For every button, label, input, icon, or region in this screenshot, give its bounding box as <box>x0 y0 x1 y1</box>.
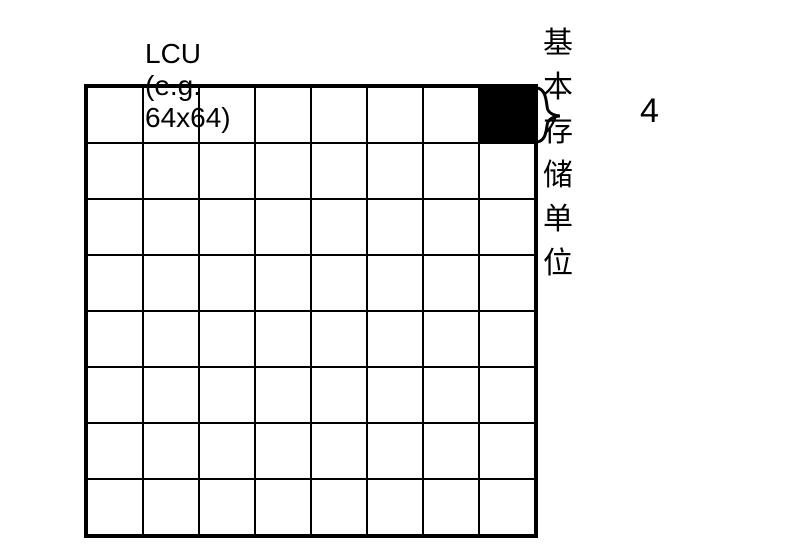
grid-cell <box>479 87 535 143</box>
grid-cell <box>367 423 423 479</box>
grid-cell <box>367 367 423 423</box>
grid-cell <box>143 367 199 423</box>
grid-cell <box>423 255 479 311</box>
grid-cell <box>479 199 535 255</box>
size-label: 4 <box>640 92 659 131</box>
grid-row <box>87 423 535 479</box>
grid-cell <box>87 423 143 479</box>
grid-cell <box>143 199 199 255</box>
grid-cell <box>311 143 367 199</box>
grid-cell <box>255 255 311 311</box>
grid-cell <box>367 479 423 535</box>
grid-row <box>87 311 535 367</box>
grid-row <box>87 143 535 199</box>
grid-cell <box>255 479 311 535</box>
grid-cell <box>423 423 479 479</box>
grid-cell <box>255 199 311 255</box>
annotation-label: 基本存储单位 <box>543 18 573 282</box>
grid-cell <box>479 423 535 479</box>
grid-row <box>87 87 535 143</box>
grid-cell <box>311 423 367 479</box>
grid-cell <box>311 479 367 535</box>
grid-cell <box>143 423 199 479</box>
grid-row <box>87 367 535 423</box>
grid-cell <box>143 479 199 535</box>
grid-cell <box>367 143 423 199</box>
grid-cell <box>255 87 311 143</box>
grid-cell <box>423 143 479 199</box>
grid-cell <box>479 311 535 367</box>
grid-cell <box>87 479 143 535</box>
grid-cell <box>311 199 367 255</box>
grid-cell <box>479 255 535 311</box>
grid-cell <box>423 367 479 423</box>
grid-cell <box>199 423 255 479</box>
grid-cell <box>255 143 311 199</box>
grid-cell <box>87 311 143 367</box>
grid-cell <box>143 143 199 199</box>
grid-cell <box>143 255 199 311</box>
grid-cell <box>423 311 479 367</box>
grid-cell <box>423 87 479 143</box>
grid-cell <box>199 479 255 535</box>
grid-row <box>87 255 535 311</box>
grid-cell <box>479 367 535 423</box>
grid-cell <box>311 87 367 143</box>
grid-cell <box>199 311 255 367</box>
grid-cell <box>311 255 367 311</box>
grid-cell <box>367 311 423 367</box>
grid-cell <box>423 199 479 255</box>
grid-cell <box>367 199 423 255</box>
grid-cell <box>311 311 367 367</box>
grid-cell <box>199 143 255 199</box>
grid-cell <box>199 255 255 311</box>
grid-cell <box>255 367 311 423</box>
grid-cell <box>143 311 199 367</box>
grid-cell <box>199 367 255 423</box>
grid-cell <box>255 311 311 367</box>
grid-cell <box>311 367 367 423</box>
grid-cell <box>87 255 143 311</box>
brace-icon <box>534 86 570 146</box>
grid-cell <box>255 423 311 479</box>
grid-cell <box>479 479 535 535</box>
grid-row <box>87 199 535 255</box>
grid-cell <box>479 143 535 199</box>
grid-cell <box>367 255 423 311</box>
lcu-grid <box>84 84 538 538</box>
grid-cell <box>87 367 143 423</box>
grid-cell <box>87 143 143 199</box>
grid-row <box>87 479 535 535</box>
grid-cell <box>423 479 479 535</box>
grid-cell <box>87 199 143 255</box>
grid-cell <box>367 87 423 143</box>
grid-cell <box>87 87 143 143</box>
grid-cell <box>143 87 199 143</box>
grid-cell <box>199 87 255 143</box>
grid-cell <box>199 199 255 255</box>
